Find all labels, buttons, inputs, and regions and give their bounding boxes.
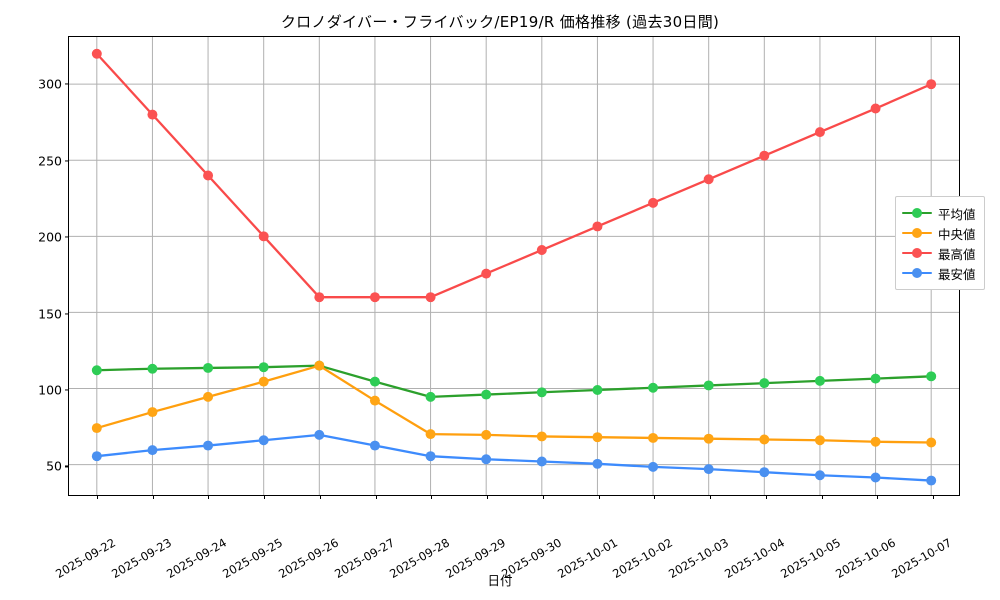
legend-label: 最安値 <box>938 266 976 282</box>
series-0 <box>91 360 937 402</box>
y-tick-label: 250 <box>38 153 62 169</box>
series-3 <box>91 429 937 486</box>
legend-swatch-icon <box>902 267 932 279</box>
x-tick-mark <box>319 495 321 499</box>
x-tick-mark <box>877 495 879 499</box>
y-tick-mark <box>65 160 69 162</box>
x-tick-mark <box>375 495 377 499</box>
x-tick-mark <box>765 495 767 499</box>
plot-area: 50 100 150 200 250 300 2025-09-22 2025-09-23 20… <box>38 36 960 581</box>
series-lines <box>91 48 937 486</box>
chart-title: クロノダイバー・フライバック/EP19/R 価格推移 (過去30日間) <box>280 13 720 31</box>
x-tick-mark <box>208 495 210 499</box>
y-tick-mark <box>65 465 69 467</box>
y-tick-mark <box>65 236 69 238</box>
legend-label: 平均値 <box>938 206 976 222</box>
y-tick-label: 200 <box>38 229 62 245</box>
y-tick-mark <box>65 389 69 391</box>
series-1 <box>91 360 937 448</box>
y-tick-label: 300 <box>38 76 62 92</box>
legend-swatch-icon <box>902 247 932 259</box>
y-tick-label: 50 <box>46 458 62 474</box>
x-tick-mark <box>821 495 823 499</box>
x-tick-mark <box>542 495 544 499</box>
x-tick-mark <box>487 495 489 499</box>
y-tick-label: 150 <box>38 306 62 322</box>
legend-item-2[interactable]: 最高値 <box>902 243 976 263</box>
x-tick-mark <box>933 495 935 499</box>
y-tick-label: 100 <box>38 382 62 398</box>
legend-label: 最高値 <box>938 246 976 262</box>
x-tick-mark <box>264 495 266 499</box>
legend-item-1[interactable]: 中央値 <box>902 223 976 243</box>
x-tick-mark <box>598 495 600 499</box>
x-tick-mark <box>96 495 98 499</box>
y-tick-mark <box>65 83 69 85</box>
chart-legend: 平均値中央値最高値最安値 <box>895 196 985 290</box>
legend-item-0[interactable]: 平均値 <box>902 203 976 223</box>
x-axis-title: 日付 <box>487 573 513 588</box>
legend-label: 中央値 <box>938 226 976 242</box>
legend-swatch-icon <box>902 207 932 219</box>
legend-swatch-icon <box>902 227 932 239</box>
x-tick-mark <box>152 495 154 499</box>
series-2 <box>91 48 937 303</box>
x-tick-mark <box>710 495 712 499</box>
legend-item-3[interactable]: 最安値 <box>902 263 976 283</box>
y-tick-mark <box>65 313 69 315</box>
x-tick-mark <box>654 495 656 499</box>
x-tick-mark <box>431 495 433 499</box>
